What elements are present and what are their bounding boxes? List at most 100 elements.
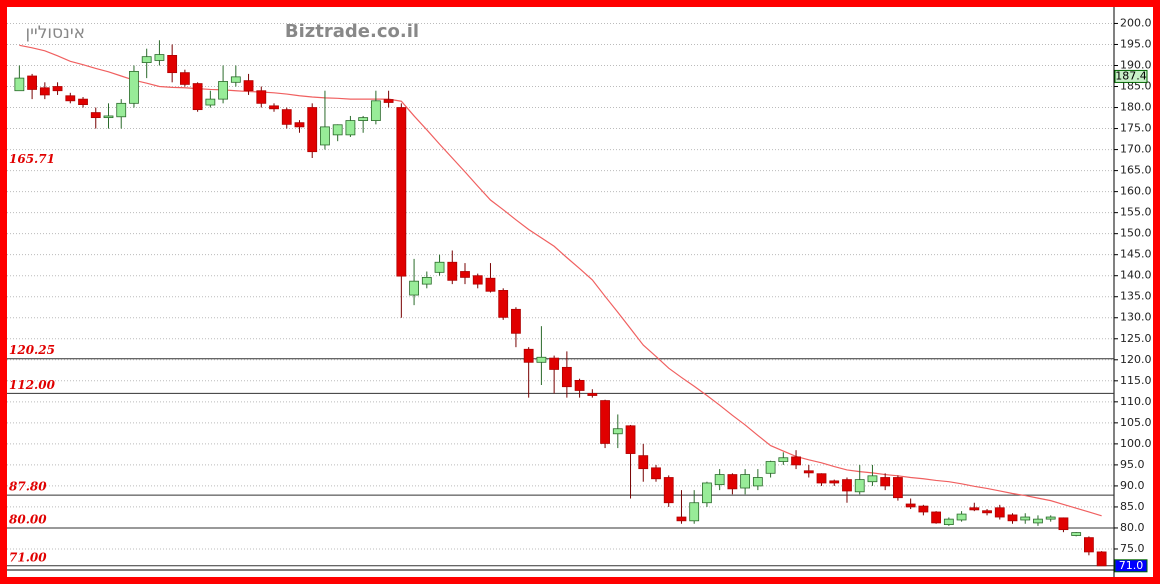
- candle-body: [905, 503, 916, 508]
- y-tick-label: 160.0: [1120, 185, 1152, 198]
- candle-body: [943, 518, 954, 525]
- candle-body: [587, 393, 598, 396]
- candle-body: [918, 505, 929, 513]
- candle-body: [332, 124, 343, 136]
- candle-body: [880, 477, 891, 487]
- candle-body: [1033, 518, 1043, 524]
- candle-body: [612, 428, 623, 435]
- candle-body: [1071, 532, 1082, 536]
- candle-body: [485, 277, 496, 292]
- candle-body: [90, 112, 101, 119]
- candle-body: [154, 54, 165, 61]
- level-label: 165.71: [9, 152, 55, 166]
- candle-body: [752, 477, 763, 487]
- y-tick-label: 110.0: [1120, 395, 1152, 408]
- chart-background: [7, 7, 1153, 577]
- candle-body: [561, 366, 572, 388]
- candle-body: [447, 261, 458, 281]
- y-tick-label: 165.0: [1120, 164, 1152, 177]
- candle-body: [345, 120, 356, 136]
- candle-body: [294, 122, 305, 128]
- y-tick-label: 85.0: [1120, 500, 1145, 513]
- candle-body: [78, 98, 88, 105]
- candle-body: [816, 473, 827, 484]
- candle-body: [969, 507, 980, 511]
- candle-body: [574, 379, 585, 391]
- candle-body: [383, 99, 394, 103]
- candle-body: [765, 461, 776, 474]
- price-marker: [1114, 69, 1148, 83]
- candle-body: [600, 400, 610, 444]
- candle-body: [549, 357, 560, 370]
- candle-body: [52, 86, 63, 92]
- y-tick-label: 200.0: [1120, 16, 1152, 29]
- candle-body: [651, 467, 661, 480]
- candle-body: [421, 276, 432, 285]
- y-tick-label: 100.0: [1120, 437, 1152, 450]
- level-label: 120.25: [9, 343, 55, 357]
- y-tick-label: 75.0: [1120, 542, 1145, 555]
- candle-body: [511, 308, 521, 334]
- y-tick-label: 150.0: [1120, 227, 1152, 240]
- candle-body: [218, 81, 228, 100]
- y-tick-label: 115.0: [1120, 374, 1152, 387]
- y-tick-label: 105.0: [1120, 416, 1152, 429]
- candle-body: [727, 474, 738, 490]
- candle-body: [956, 513, 967, 521]
- price-marker-label: 71.0: [1119, 559, 1144, 572]
- candle-body: [498, 290, 509, 318]
- candle-body: [638, 455, 649, 470]
- candle-body: [829, 480, 840, 484]
- price-marker-label: 187.4: [1115, 69, 1147, 82]
- candle-body: [791, 456, 801, 466]
- y-tick-label: 125.0: [1120, 332, 1152, 345]
- candle-body: [396, 107, 407, 277]
- y-tick-label: 180.0: [1120, 101, 1152, 114]
- candle-body: [460, 271, 470, 278]
- candle-body: [205, 98, 216, 106]
- candle-body: [434, 261, 445, 273]
- candle-body: [281, 109, 292, 125]
- candle-body: [141, 56, 152, 63]
- candle-body: [39, 87, 50, 96]
- candle-body: [1020, 516, 1031, 521]
- candle-body: [65, 95, 76, 102]
- candle-body: [931, 511, 942, 524]
- y-tick-label: 155.0: [1120, 206, 1152, 219]
- candle-body: [358, 117, 369, 121]
- level-label: 80.00: [9, 512, 47, 526]
- candle-body: [714, 474, 725, 486]
- candle-body: [129, 70, 139, 104]
- candle-body: [778, 457, 789, 462]
- candle-body: [1007, 514, 1018, 522]
- chart-title: Biztrade.co.il: [285, 21, 419, 42]
- candle-body: [269, 105, 279, 110]
- candle-body: [230, 76, 241, 83]
- candle-body: [663, 477, 674, 504]
- candle-body: [994, 507, 1005, 518]
- candle-body: [625, 425, 636, 454]
- y-tick-label: 145.0: [1120, 248, 1152, 261]
- candle-body: [536, 356, 547, 363]
- candle-body: [192, 83, 203, 111]
- candle-body: [243, 80, 254, 92]
- candle-body: [1058, 517, 1069, 531]
- candle-body: [740, 474, 751, 489]
- candle-body: [409, 280, 419, 296]
- candle-body: [1096, 551, 1107, 567]
- y-tick-label: 170.0: [1120, 143, 1152, 156]
- candle-body: [167, 55, 178, 74]
- candle-body: [982, 510, 992, 514]
- y-tick-label: 80.0: [1120, 521, 1145, 534]
- candle-body: [689, 502, 700, 522]
- candle-body: [1084, 537, 1094, 553]
- candle-body: [116, 102, 127, 118]
- y-tick-label: 175.0: [1120, 122, 1152, 135]
- candle-body: [854, 479, 865, 493]
- level-label: 87.80: [9, 480, 47, 494]
- candle-body: [256, 90, 267, 104]
- candle-body: [320, 126, 330, 146]
- candle-body: [370, 100, 381, 121]
